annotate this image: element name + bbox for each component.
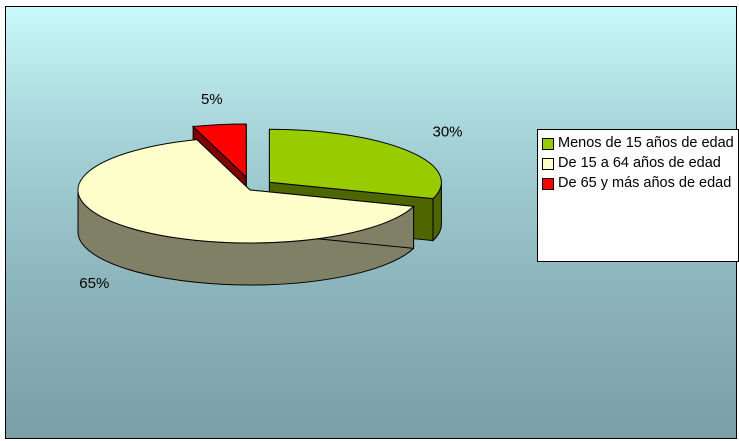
pie-slice-top	[77, 139, 415, 244]
pie-slice-top	[268, 128, 442, 200]
legend-swatch-2	[542, 178, 554, 190]
legend-item: De 15 a 64 años de edad	[542, 154, 738, 172]
legend-label: De 65 y más años de edad	[558, 175, 732, 191]
pie-slice-top	[191, 123, 247, 179]
legend: Menos de 15 años de edad De 15 a 64 años…	[537, 129, 739, 262]
legend-item: Menos de 15 años de edad	[542, 134, 738, 152]
legend-label: De 15 a 64 años de edad	[558, 155, 721, 171]
legend-item: De 65 y más años de edad	[542, 174, 738, 192]
legend-label: Menos de 15 años de edad	[558, 135, 734, 151]
slice-value-label: 65%	[79, 275, 109, 292]
slice-value-label: 5%	[201, 91, 223, 108]
legend-swatch-1	[542, 158, 554, 170]
legend-swatch-0	[542, 138, 554, 150]
slice-value-label: 30%	[433, 123, 463, 140]
pie-slice-1	[77, 138, 415, 286]
